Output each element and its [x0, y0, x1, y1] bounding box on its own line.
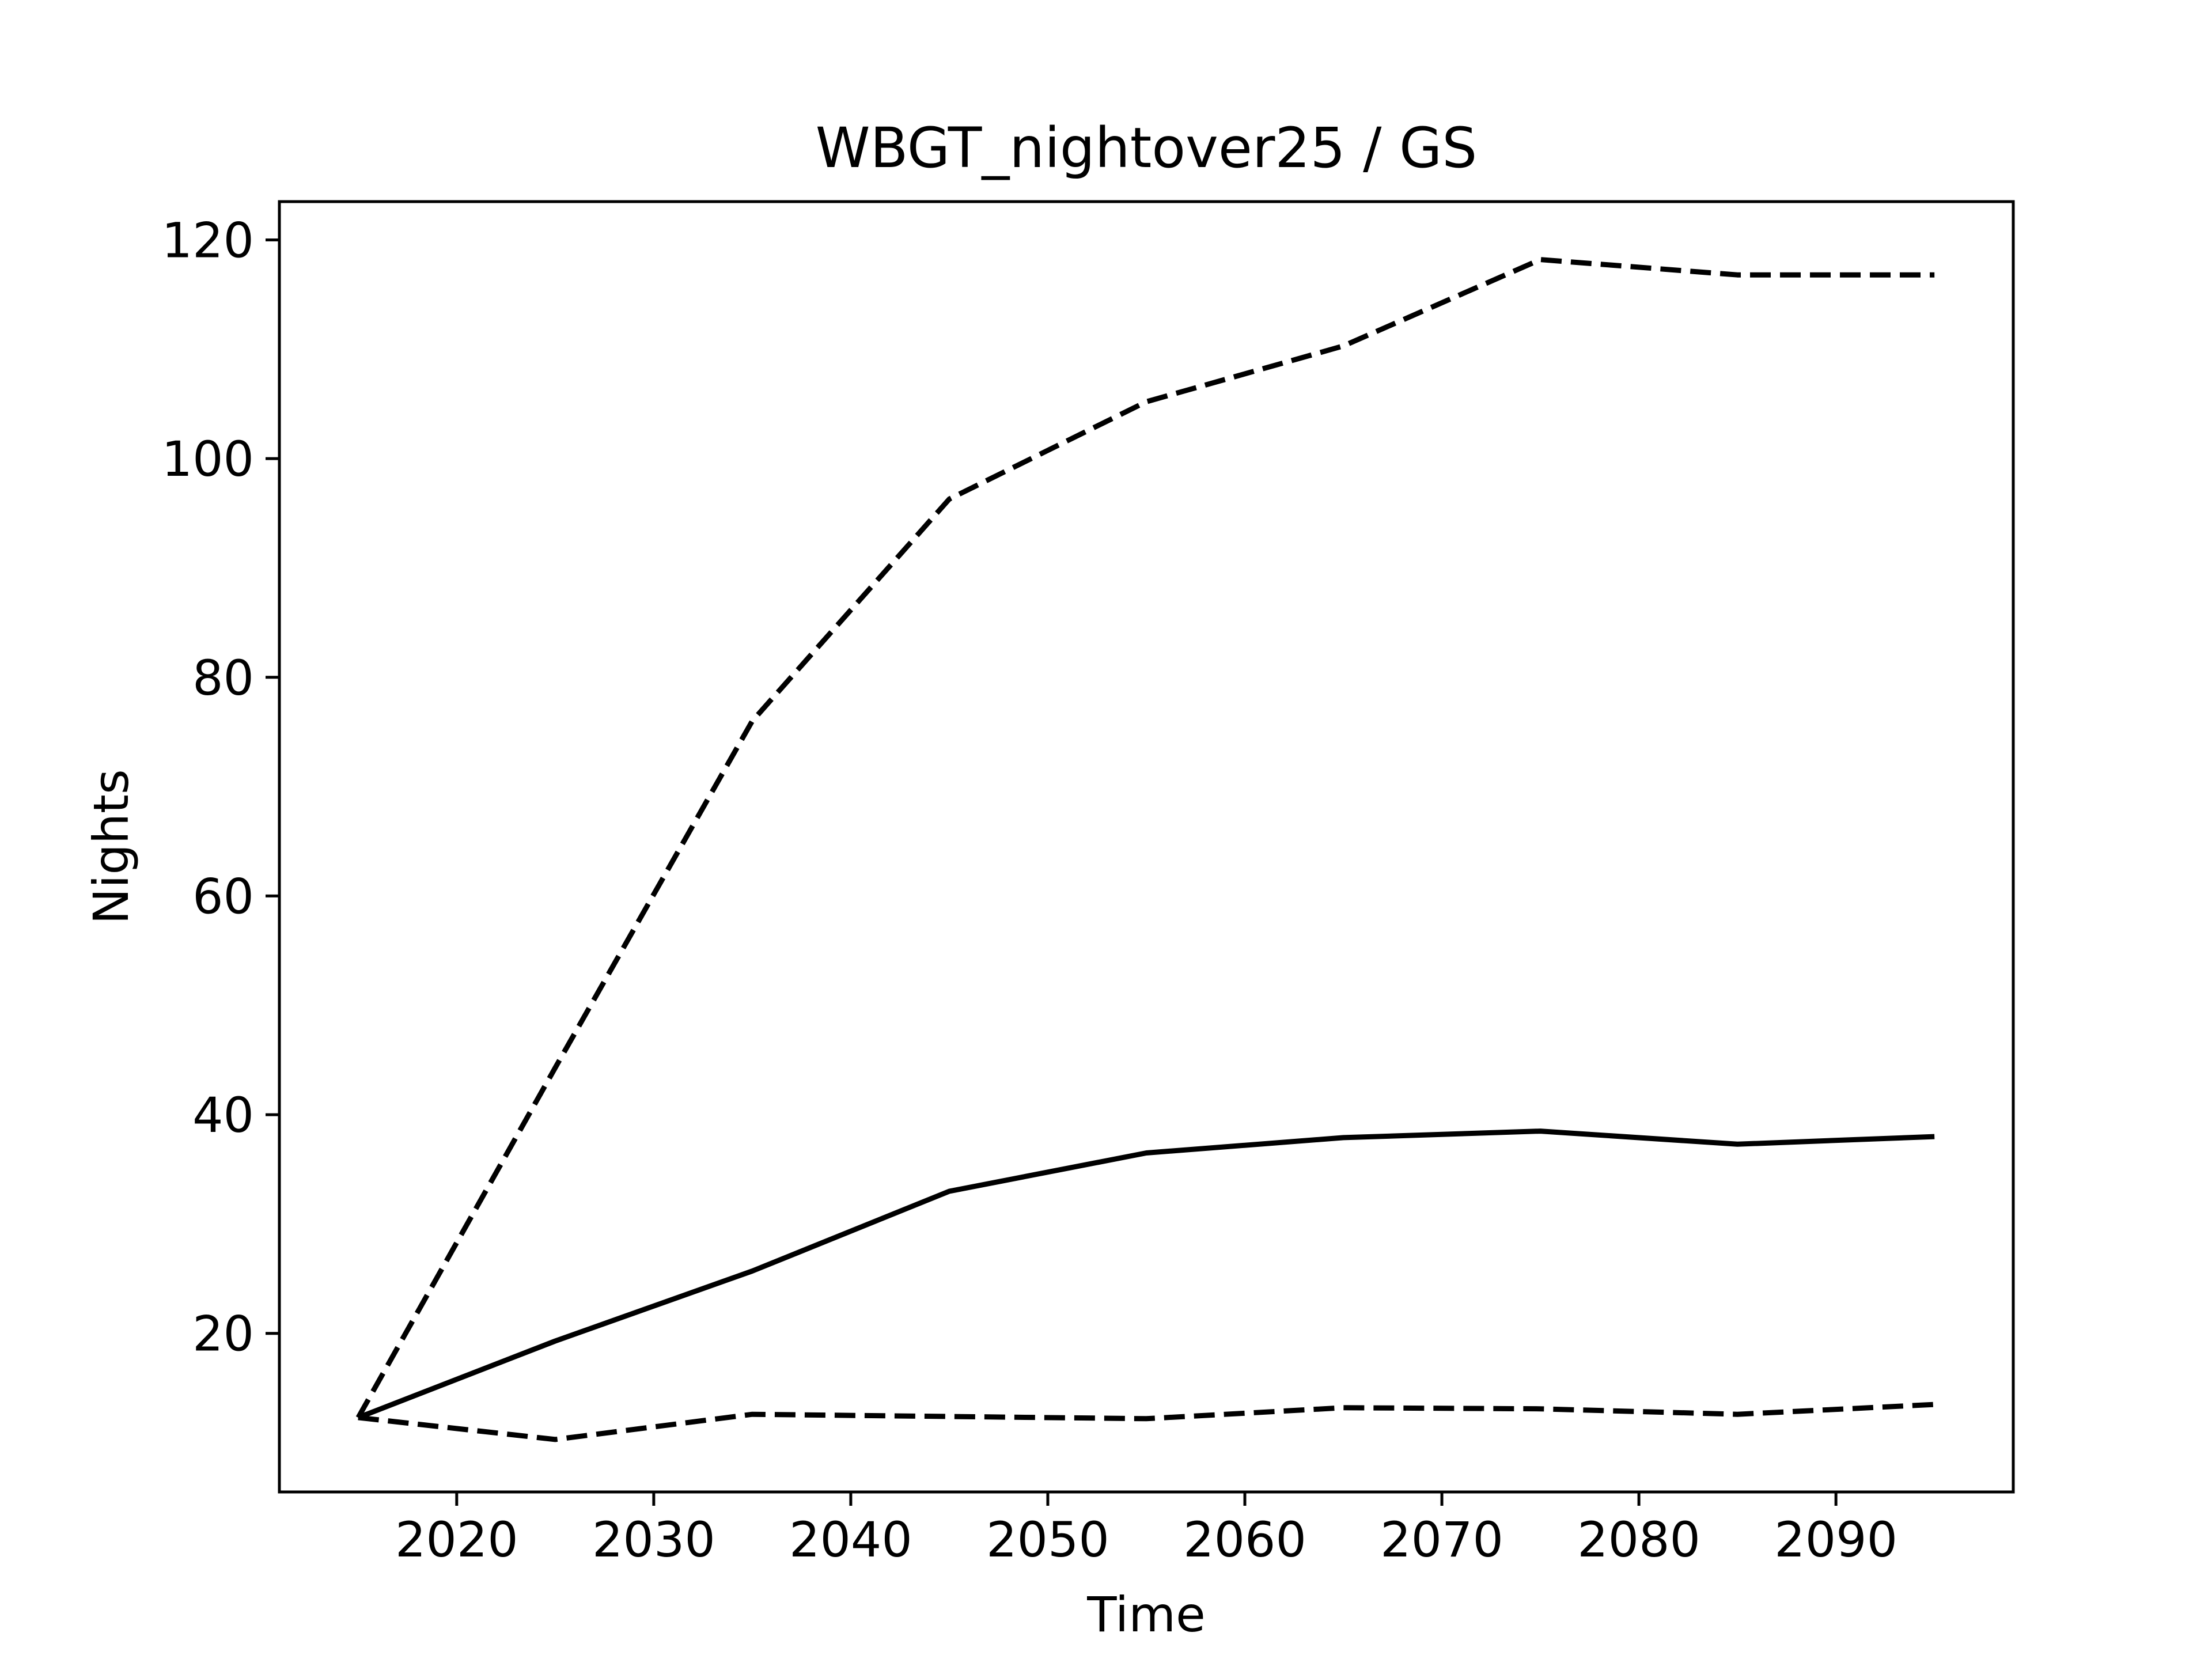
y-axis: 20 40 60 80 100 120 [162, 212, 279, 1362]
y-tick-label-100: 100 [162, 431, 254, 487]
x-tick-label-2040: 2040 [789, 1512, 912, 1568]
x-tick-label-2020: 2020 [395, 1512, 518, 1568]
x-tick-label-2060: 2060 [1183, 1512, 1306, 1568]
plot-frame [278, 200, 2015, 1494]
y-axis-label: Nights [83, 769, 139, 924]
plot-area: 2020 2030 2040 2050 2060 2070 2080 2090 2040608… [162, 200, 2015, 1568]
y-tick-label-40: 40 [192, 1087, 254, 1143]
x-tick-label-2080: 2080 [1577, 1512, 1700, 1568]
series-line-2-dashed [355, 257, 1935, 1419]
x-tick-label-2070: 2070 [1380, 1512, 1503, 1568]
x-axis-label: Time [1086, 1586, 1206, 1643]
y-tick-label-20: 20 [192, 1306, 254, 1362]
series-line-3-dashed [358, 1402, 1935, 1442]
x-axis: 2020 2030 2040 2050 2060 2070 2080 2090 [395, 1492, 1897, 1568]
x-tick-label-2030: 2030 [592, 1512, 715, 1568]
chart-title: WBGT_nightover25 / GS [816, 116, 1478, 180]
y-tick-label-120: 120 [162, 212, 254, 268]
x-tick-label-2050: 2050 [986, 1512, 1109, 1568]
series-layer [355, 257, 1935, 1442]
x-tick-label-2090: 2090 [1774, 1512, 1897, 1568]
series-line-1-solid [357, 1128, 1935, 1421]
y-tick-label-80: 80 [192, 650, 254, 706]
y-tick-label-60: 60 [192, 868, 254, 925]
